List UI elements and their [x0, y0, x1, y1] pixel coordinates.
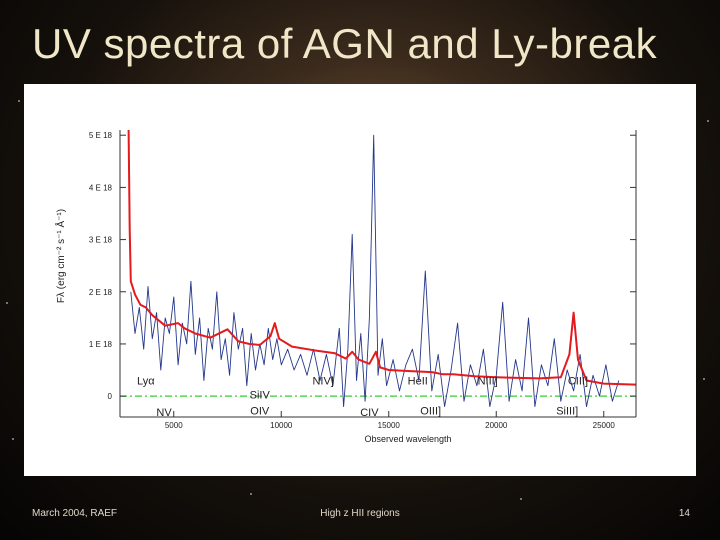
- y-tick-label: 1 E 18: [89, 340, 113, 349]
- y-tick-label: 3 E 18: [89, 236, 113, 245]
- spectrum-figure: 5000 10000 15000 20000 25000 0 1 E 18 2 E 18 3 E…: [24, 84, 696, 476]
- footer-topic: High z HII regions: [320, 508, 400, 519]
- line-label: NV: [156, 407, 172, 419]
- line-label: HeII: [408, 376, 428, 388]
- line-label: NIII]: [478, 376, 498, 388]
- line-label: SiIII]: [556, 405, 578, 417]
- composite-spectrum-line: [127, 129, 637, 386]
- x-tick-label: 15000: [378, 421, 401, 430]
- series-group: [120, 129, 637, 408]
- spectrum-chart: 5000 10000 15000 20000 25000 0 1 E 18 2 E 18 3 E…: [54, 129, 637, 444]
- axes-group: 5000 10000 15000 20000 25000 0 1 E 18 2 E 18 3 E…: [89, 130, 637, 430]
- line-label: Lyα: [137, 376, 155, 388]
- line-label: CIV: [360, 407, 379, 419]
- page-number: 14: [678, 508, 690, 519]
- line-label: OIII]: [420, 405, 441, 417]
- y-tick-label: 2 E 18: [89, 288, 113, 297]
- line-label: CIII]: [568, 376, 588, 388]
- y-tick-label: 4 E 18: [89, 183, 113, 192]
- slide-title: UV spectra of AGN and Ly-break: [32, 20, 658, 67]
- line-label: NIV]: [312, 376, 333, 388]
- y-tick-label: 0: [108, 392, 113, 401]
- x-axis-title: Observed wavelength: [364, 434, 451, 444]
- line-labels-group: Lyα NV SiIV OIV NIV] CIV HeII OIII] NIII] CIII] Si…: [137, 376, 588, 419]
- x-tick-label: 25000: [593, 421, 616, 430]
- y-axis-title: Fλ (erg cm⁻² s⁻¹ Å⁻¹): [54, 209, 67, 303]
- footer-date: March 2004, RAEF: [32, 508, 118, 519]
- x-tick-label: 10000: [270, 421, 293, 430]
- x-tick-label: 5000: [165, 421, 183, 430]
- line-label: OIV: [250, 405, 270, 417]
- observed-spectrum-line: [130, 134, 620, 408]
- line-label: SiIV: [250, 390, 271, 402]
- x-tick-label: 20000: [485, 421, 508, 430]
- y-tick-label: 5 E 18: [89, 131, 113, 140]
